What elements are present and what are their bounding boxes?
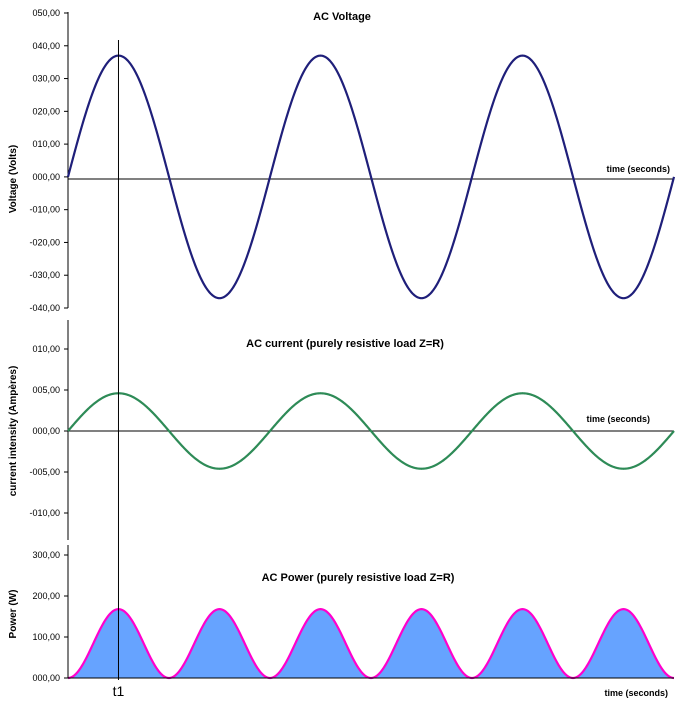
power-x-axis-label: time (seconds) (604, 688, 668, 698)
current-series-line (67, 392, 675, 470)
power-y-tick-label: 300,00 (32, 550, 60, 560)
power-series-line (67, 608, 675, 680)
t1-marker-label: t1 (113, 683, 125, 699)
voltage-y-axis-label: Voltage (Volts) (8, 145, 19, 214)
voltage-y-tick-label: 030,00 (32, 74, 60, 84)
voltage-y-tick-label: 000,00 (32, 172, 60, 182)
power-y-tick-label: 000,00 (32, 673, 60, 683)
voltage-y-tick-label: 040,00 (32, 41, 60, 51)
voltage-y-tick-label: 010,00 (32, 139, 60, 149)
voltage-y-tick-label: -030,00 (29, 270, 60, 280)
current-x-axis-label: time (seconds) (586, 414, 650, 424)
power-y-tick-label: 100,00 (32, 632, 60, 642)
power-chart: AC Power (purely resistive load Z=R) Pow… (8, 545, 675, 698)
voltage-y-tick-label: -010,00 (29, 205, 60, 215)
power-y-tick-label: 200,00 (32, 591, 60, 601)
voltage-chart-title: AC Voltage (313, 11, 371, 23)
current-y-tick-label: 000,00 (32, 426, 60, 436)
power-chart-title: AC Power (purely resistive load Z=R) (262, 572, 455, 584)
voltage-x-axis-label: time (seconds) (606, 164, 670, 174)
current-y-tick-label: -005,00 (29, 467, 60, 477)
current-y-tick-label: 010,00 (32, 344, 60, 354)
power-series-area (68, 609, 674, 678)
current-chart: AC current (purely resistive load Z=R) c… (8, 320, 675, 540)
voltage-y-tick-label: -040,00 (29, 303, 60, 313)
voltage-chart: AC Voltage Voltage (Volts) time (seconds… (8, 8, 676, 313)
current-y-tick-label: -010,00 (29, 508, 60, 518)
current-y-tick-label: 005,00 (32, 385, 60, 395)
current-y-axis-label: current intensity (Ampères) (8, 366, 19, 497)
current-chart-title: AC current (purely resistive load Z=R) (246, 338, 444, 350)
voltage-series-line (66, 54, 676, 300)
voltage-y-tick-label: 050,00 (32, 8, 60, 18)
power-y-axis-label: Power (W) (8, 590, 19, 639)
voltage-y-tick-label: -020,00 (29, 237, 60, 247)
voltage-y-tick-label: 020,00 (32, 106, 60, 116)
